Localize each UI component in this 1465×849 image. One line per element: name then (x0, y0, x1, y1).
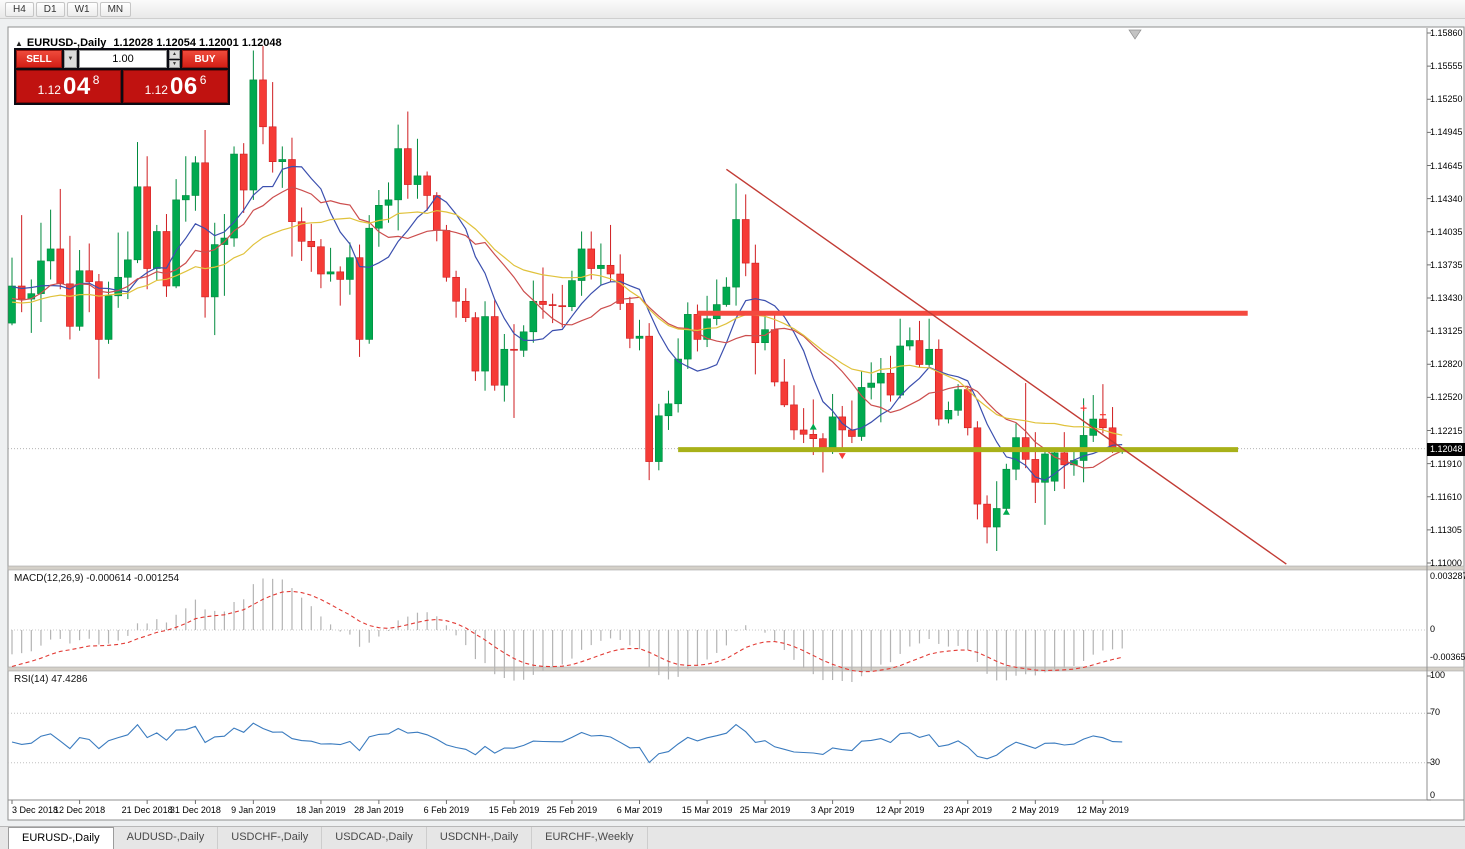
rsi-scale-label: 30 (1430, 756, 1441, 767)
price-scale-label: 1.13735 (1430, 259, 1463, 270)
buy-button[interactable]: BUY (182, 50, 228, 68)
date-axis-label: 23 Apr 2019 (943, 805, 992, 815)
price-scale-label: 1.13430 (1430, 293, 1463, 303)
date-axis-label: 31 Dec 2018 (169, 805, 221, 815)
price-scale-label: 1.15860 (1430, 28, 1463, 38)
date-axis-label: 12 Apr 2019 (875, 805, 925, 815)
price-scale-label: 1.12820 (1430, 359, 1463, 370)
current-price-badge: 1.12048 (1427, 443, 1465, 456)
rsi-indicator-label: RSI(14) 47.4286 (14, 674, 88, 685)
price-scale-label: 1.11000 (1430, 558, 1462, 568)
timeframe-button-d1[interactable]: D1 (35, 1, 65, 17)
volume-stepper: ▲ ▼ (169, 50, 180, 68)
date-axis-label: 15 Mar 2019 (681, 805, 733, 815)
timeframe-button-mn[interactable]: MN (99, 1, 132, 17)
price-scale-label: 1.14945 (1430, 127, 1463, 138)
date-axis-label: 12 Dec 2018 (54, 805, 106, 815)
price-scale-label: 1.12215 (1430, 425, 1463, 436)
buy-price-sup: 6 (199, 73, 207, 87)
date-axis-label: 6 Mar 2019 (616, 805, 663, 815)
sell-price-big: 04 (62, 73, 91, 100)
chart-tab-usdcnh-daily[interactable]: USDCNH-,Daily (427, 827, 533, 849)
date-axis-label: 12 May 2019 (1076, 805, 1129, 815)
one-click-trading-panel: SELL ▼ ▲ ▼ BUY 1.12 04 8 1.12 06 6 (14, 48, 230, 105)
price-scale-label: 1.13125 (1430, 326, 1463, 337)
date-axis-label: 25 Mar 2019 (739, 805, 791, 815)
price-scale-label: 1.11910 (1430, 458, 1462, 469)
price-scale-label: 1.14645 (1430, 160, 1463, 171)
macd-scale-bottom: -0.00365 (1430, 652, 1465, 662)
date-axis-label: 6 Feb 2019 (423, 805, 470, 815)
chart-tab-usdcad-daily[interactable]: USDCAD-,Daily (322, 827, 427, 849)
date-axis-label: 21 Dec 2018 (121, 805, 173, 815)
symbol-title: EURUSD-,Daily (26, 37, 107, 49)
price-scale-label: 1.15250 (1430, 94, 1463, 105)
price-scale-label: 1.12520 (1430, 392, 1463, 403)
ohlc-values: 1.12028 1.12054 1.12001 1.12048 (113, 37, 282, 49)
chart-tab-bar: EURUSD-,Daily AUDUSD-,Daily USDCHF-,Daily U… (0, 826, 1465, 849)
chart-title-bar: ▲ EURUSD-,Daily 1.12028 1.12054 1.12001 1.… (15, 37, 282, 49)
date-axis-label: 3 Dec 2018 (11, 805, 59, 815)
volume-input[interactable] (79, 50, 167, 68)
buy-price-display[interactable]: 1.12 06 6 (123, 70, 228, 103)
chart-tab-audusd-daily[interactable]: AUDUSD-,Daily (114, 827, 219, 849)
timeframe-toolbar: H4 D1 W1 MN (0, 0, 1465, 19)
sell-price-sup: 8 (92, 73, 100, 87)
chart-tab-eurusd-daily[interactable]: EURUSD-,Daily (8, 827, 114, 849)
price-scale-label: 1.11610 (1430, 491, 1462, 502)
price-scale-label: 1.14340 (1430, 193, 1463, 204)
rsi-scale-label: 0 (1430, 790, 1436, 800)
volume-up-icon[interactable]: ▲ (169, 50, 180, 59)
date-axis-label: 18 Jan 2019 (296, 805, 346, 815)
price-scale-label: 1.15555 (1430, 61, 1463, 72)
price-scale-label: 1.11305 (1430, 524, 1462, 535)
timeframe-buttons: H4 D1 W1 MN (5, 1, 132, 17)
chart-tab-usdchf-daily[interactable]: USDCHF-,Daily (218, 827, 323, 849)
buy-price-small: 1.12 (144, 83, 168, 97)
date-axis-label: 28 Jan 2019 (354, 805, 404, 815)
macd-scale-top: 0.003287 (1430, 571, 1465, 581)
buy-price-big: 06 (169, 73, 198, 100)
collapse-icon[interactable]: ▲ (15, 39, 23, 48)
macd-indicator-label: MACD(12,26,9) -0.000614 -0.001254 (14, 573, 180, 584)
date-axis-label: 9 Jan 2019 (231, 805, 276, 815)
volume-dropdown-icon[interactable]: ▼ (64, 50, 77, 68)
date-axis-label: 3 Apr 2019 (810, 805, 855, 815)
price-scale-label: 1.14035 (1430, 226, 1463, 237)
date-axis-label: 25 Feb 2019 (546, 805, 598, 815)
timeframe-button-h4[interactable]: H4 (5, 1, 34, 17)
timeframe-button-w1[interactable]: W1 (66, 1, 98, 17)
rsi-scale-label: 100 (1430, 670, 1446, 680)
rsi-scale-label: 70 (1430, 707, 1441, 718)
volume-down-icon[interactable]: ▼ (169, 59, 180, 68)
macd-scale-zero: 0 (1430, 624, 1436, 634)
sell-price-display[interactable]: 1.12 04 8 (16, 70, 121, 103)
chart-tab-eurchf-weekly[interactable]: EURCHF-,Weekly (532, 827, 648, 849)
date-axis-label: 15 Feb 2019 (488, 805, 540, 815)
sell-button[interactable]: SELL (16, 50, 62, 68)
date-axis-label: 2 May 2019 (1011, 805, 1059, 815)
sell-price-small: 1.12 (37, 83, 61, 97)
